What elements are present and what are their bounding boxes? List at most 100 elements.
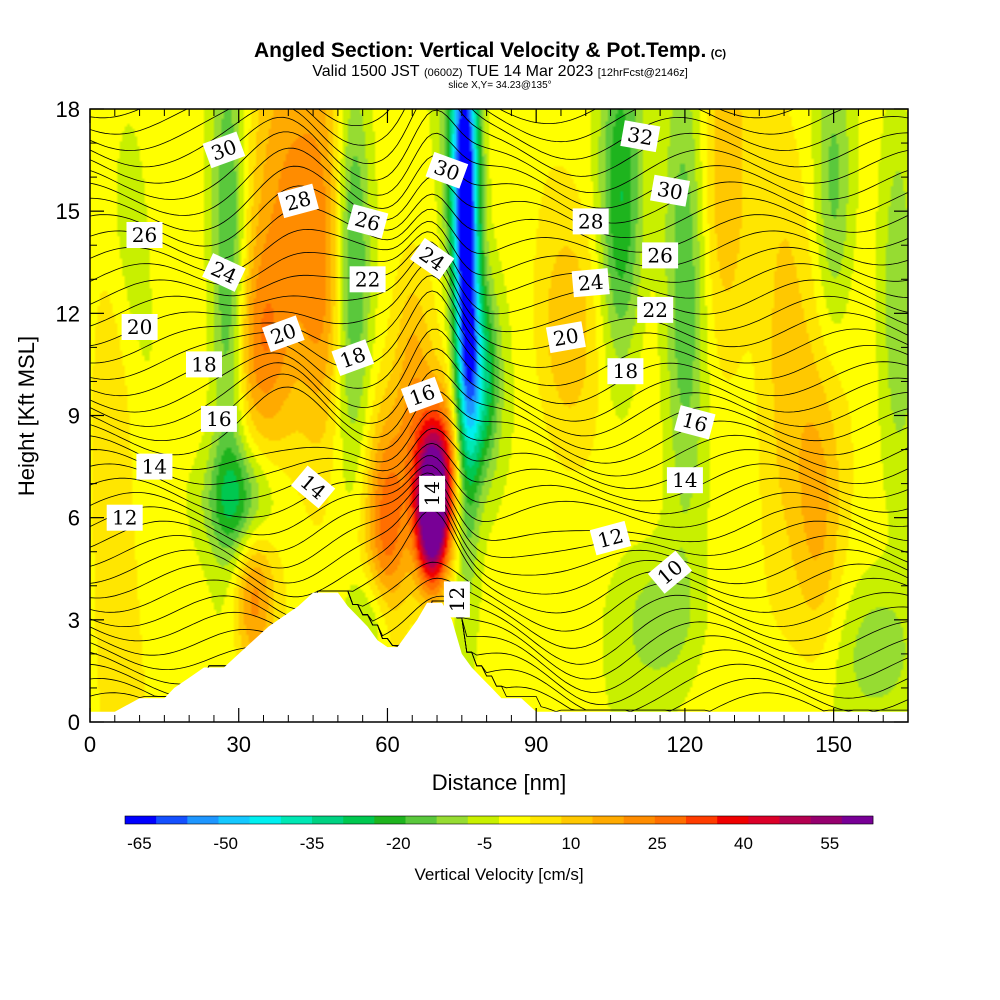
chart-title: Angled Section: Vertical Velocity & Pot.… [254, 39, 726, 62]
contour-label: 14 [419, 475, 446, 512]
contour-label-box [106, 504, 143, 531]
colorbar-swatch [436, 816, 469, 824]
contour-label-box [637, 296, 674, 323]
contour-label-text: 12 [112, 506, 137, 530]
colorbar-swatch [561, 816, 593, 824]
theta-contour-line [90, 185, 908, 253]
colorbar-swatch [374, 816, 406, 824]
contour-label-box [126, 222, 163, 248]
y-tick-label: 3 [68, 608, 80, 633]
colorbar-label: Vertical Velocity [cm/s] [414, 865, 583, 884]
theta-contour-line [90, 348, 908, 437]
contour-label: 24 [571, 268, 610, 298]
contour-label: 20 [121, 314, 158, 340]
y-tick-label: 6 [68, 506, 80, 531]
contour-label: 28 [277, 183, 319, 219]
colorbar-tick-label: -35 [300, 834, 325, 853]
contour-label: 12 [106, 504, 143, 531]
chart-subtitle: Valid 1500 JST (0600Z) TUE 14 Mar 2023 [… [312, 63, 688, 80]
contour-label: 14 [666, 467, 703, 494]
colorbar-swatch [280, 816, 313, 824]
contour-label: 22 [637, 296, 674, 323]
contour-label: 30 [202, 131, 246, 169]
contour-label-text: 24 [577, 270, 604, 296]
contour-label-text: 22 [642, 298, 667, 322]
contour-label-text: 14 [672, 468, 697, 492]
contour-label: 26 [346, 204, 389, 239]
contour-label-box [425, 151, 469, 189]
contour-label-box [443, 581, 470, 618]
theta-contour-line [90, 109, 795, 124]
contour-label-box [349, 266, 386, 293]
colorbar-swatch [343, 816, 375, 824]
theta-contour-line [90, 455, 908, 518]
axes: 0 30 60 90 120 150 0 3 6 9 12 15 18 [56, 97, 908, 757]
contour-label-text: 22 [355, 267, 380, 291]
contour-label-text: 30 [655, 177, 684, 205]
theta-contour-line [90, 442, 908, 502]
contour-label-text: 12 [445, 587, 469, 612]
x-tick-label: 150 [815, 732, 852, 757]
contour-label-box [346, 204, 389, 239]
x-tick-label: 0 [84, 732, 96, 757]
colorbar-swatch [125, 816, 157, 824]
colorbar-swatch [686, 816, 718, 824]
contour-label: 20 [545, 321, 586, 354]
contour-label: 22 [349, 266, 386, 293]
theta-contour-line [90, 131, 908, 209]
colorbar-tick-label: -20 [386, 834, 411, 853]
theta-contour-line [90, 0, 908, 6]
contour-label: 12 [443, 581, 470, 618]
theta-contour-line [90, 308, 908, 405]
contour-label-box [650, 174, 690, 207]
colorbar-swatch [405, 816, 437, 824]
contour-label-box [186, 351, 222, 378]
theta-contour-line [90, 590, 908, 693]
contour-label-text: 18 [613, 359, 638, 383]
theta-contour-line [90, 509, 908, 614]
contour-label-box [290, 465, 336, 509]
contour-label-box [647, 550, 693, 594]
theta-contour-line [90, 109, 908, 160]
colorbar-frame [124, 815, 874, 825]
colorbar-swatch [530, 816, 562, 824]
contour-label-text: 26 [647, 243, 672, 267]
theta-contour-line [90, 290, 908, 387]
contour-label-text: 14 [420, 481, 444, 506]
contour-label-box [202, 131, 246, 169]
theta-contour-line [90, 0, 908, 37]
theta-contour-line [90, 0, 908, 21]
contour-label-text: 18 [191, 352, 216, 376]
theta-contour-line [90, 577, 908, 649]
contour-label-box [674, 405, 716, 440]
contour-label: 12 [589, 520, 632, 556]
contour-label-box [571, 268, 610, 298]
contour-label-box [419, 475, 446, 512]
contour-label: 30 [650, 174, 690, 207]
contour-label: 16 [200, 405, 237, 432]
y-tick-label: 18 [56, 97, 80, 122]
contour-label-box [545, 321, 586, 354]
colorbar-tick-label: 55 [820, 834, 839, 853]
x-tick-label: 90 [524, 732, 548, 757]
contour-label: 18 [607, 358, 644, 385]
theta-contour-line [90, 488, 908, 584]
colorbar-swatch [717, 816, 749, 824]
contour-label-box [121, 314, 158, 340]
theta-contour-line [90, 561, 908, 632]
theta-contour-line [90, 386, 908, 464]
colorbar-tick-label: 25 [648, 834, 667, 853]
theta-contour-line [90, 328, 908, 422]
contour-label-box [666, 467, 703, 494]
contour-label-box [620, 120, 661, 153]
colorbar-tick-label: 10 [561, 834, 580, 853]
contour-label-box [572, 208, 609, 235]
colorbar-tick-label: -65 [127, 834, 152, 853]
colorbar-swatch [654, 816, 687, 824]
colorbar-tick-label: -50 [213, 834, 238, 853]
colorbar-swatch [779, 816, 811, 824]
contour-label: 26 [642, 242, 679, 269]
theta-contour-line [90, 498, 908, 598]
contour-label: 16 [674, 405, 716, 440]
contour-label-box [202, 253, 246, 292]
